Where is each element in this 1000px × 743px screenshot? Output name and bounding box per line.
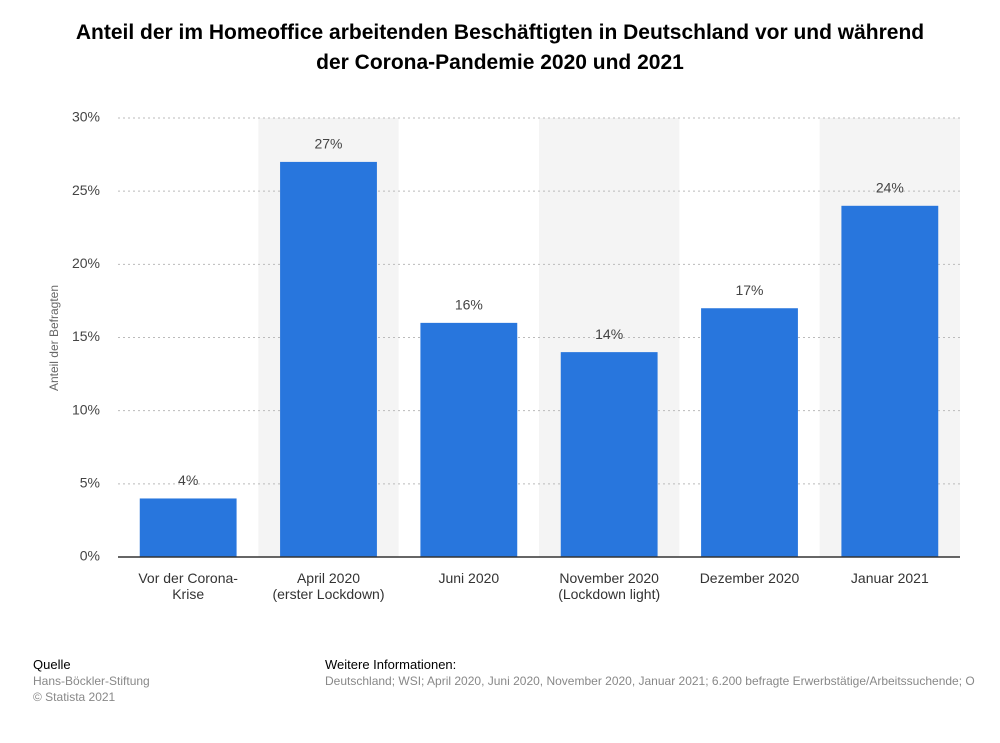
x-tick-label: Januar 2021 [850,570,929,586]
y-axis-label: Anteil der Befragten [47,285,61,391]
value-label: 16% [455,297,483,313]
y-tick-label: 5% [80,475,100,491]
y-tick-label: 10% [72,401,100,417]
y-tick-label: 25% [72,182,100,198]
info: Deutschland; WSI; April 2020, Juni 2020,… [325,674,975,688]
x-tick-label: November 2020 (Lockdown light) [558,570,661,602]
value-label: 4% [178,472,198,488]
source: Hans-Böckler-Stiftung [33,674,150,688]
bar [560,352,658,557]
copyright: © Statista 2021 [33,690,116,704]
value-label: 24% [876,180,904,196]
bar [420,322,518,557]
y-tick-label: 15% [72,328,100,344]
x-tick-label: Vor der Corona- Krise [138,570,238,602]
info-heading: Weitere Informationen: [325,657,457,672]
y-tick-label: 20% [72,255,100,271]
x-tick-label: Dezember 2020 [699,570,800,586]
bar [280,161,377,557]
value-label: 17% [735,282,763,298]
x-tick-label: April 2020 (erster Lockdown) [272,570,385,602]
value-label: 27% [314,136,342,152]
y-tick-label: 0% [80,548,100,564]
bar [701,308,798,557]
y-tick-label: 30% [72,109,100,125]
x-tick-label: Juni 2020 [438,570,500,586]
bar [139,498,237,557]
chart-title: Anteil der im Homeoffice arbeitenden Bes… [75,21,925,74]
value-label: 14% [595,326,623,342]
source-heading: Quelle [33,657,71,672]
bar [841,205,939,558]
